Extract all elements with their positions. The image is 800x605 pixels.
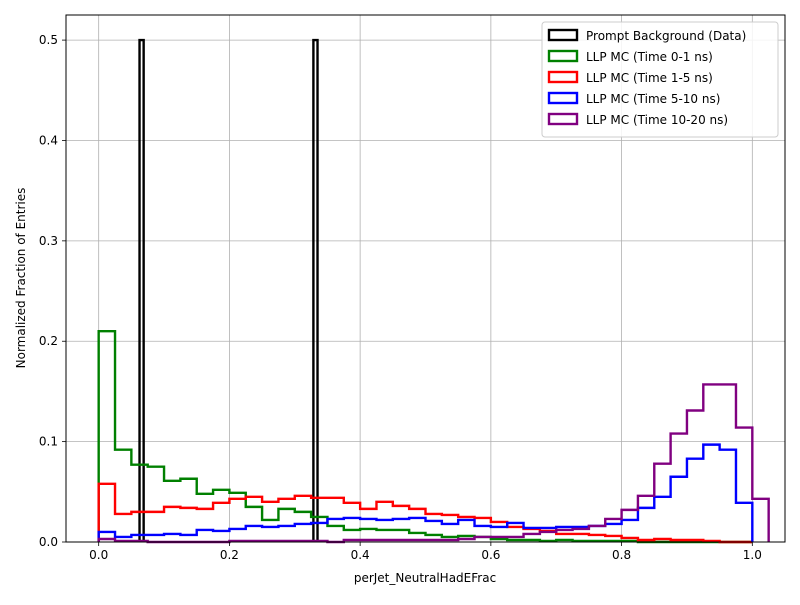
- x-tick-label: 0.8: [612, 548, 631, 562]
- y-tick-label: 0.3: [39, 234, 58, 248]
- legend-swatch: [547, 28, 579, 42]
- histogram-step-line: [97, 383, 770, 544]
- x-tick-label: 1.0: [743, 548, 762, 562]
- legend-swatch: [547, 49, 579, 63]
- legend-label: LLP MC (Time 5-10 ns): [586, 92, 720, 106]
- series-4: [97, 383, 770, 544]
- y-tick-label: 0.1: [39, 435, 58, 449]
- legend-swatch: [547, 70, 579, 84]
- plot-frame: [65, 14, 786, 543]
- histogram-step-line: [97, 443, 754, 542]
- axis-ticks: 0.0 0.2 0.4 0.6 0.8 1.0 0.0 0.1 0.2 0.3 0.4 0.5: [39, 33, 762, 562]
- histogram-step-line: [97, 482, 753, 544]
- x-tick-label: 0.0: [89, 548, 108, 562]
- legend-label: Prompt Background (Data): [586, 29, 746, 43]
- y-tick-label: 0.2: [39, 334, 58, 348]
- series-layer: [97, 38, 770, 544]
- y-tick-label: 0.4: [39, 133, 58, 147]
- histogram-bar: [138, 38, 145, 542]
- series-1: [97, 330, 753, 544]
- legend-label: LLP MC (Time 1-5 ns): [586, 71, 713, 85]
- y-axis-label: Normalized Fraction of Entries: [14, 188, 28, 369]
- legend: Prompt Background (Data) LLP MC (Time 0-1…: [541, 21, 779, 138]
- legend-swatch: [547, 112, 579, 126]
- legend-swatch: [547, 91, 579, 105]
- legend-box: [541, 21, 779, 138]
- series-2: [97, 482, 753, 544]
- x-axis-label: perJet_NeutralHadEFrac: [354, 571, 496, 585]
- x-tick-label: 0.2: [220, 548, 239, 562]
- x-tick-label: 0.6: [481, 548, 500, 562]
- x-tick-label: 0.4: [351, 548, 370, 562]
- y-tick-label: 0.5: [39, 33, 58, 47]
- histogram-bar: [312, 38, 319, 542]
- legend-label: LLP MC (Time 0-1 ns): [586, 50, 713, 64]
- series-0: [138, 38, 319, 542]
- series-3: [97, 443, 754, 542]
- legend-label: LLP MC (Time 10-20 ns): [586, 113, 728, 127]
- histogram-step-line: [97, 330, 753, 544]
- y-tick-label: 0.0: [39, 535, 58, 549]
